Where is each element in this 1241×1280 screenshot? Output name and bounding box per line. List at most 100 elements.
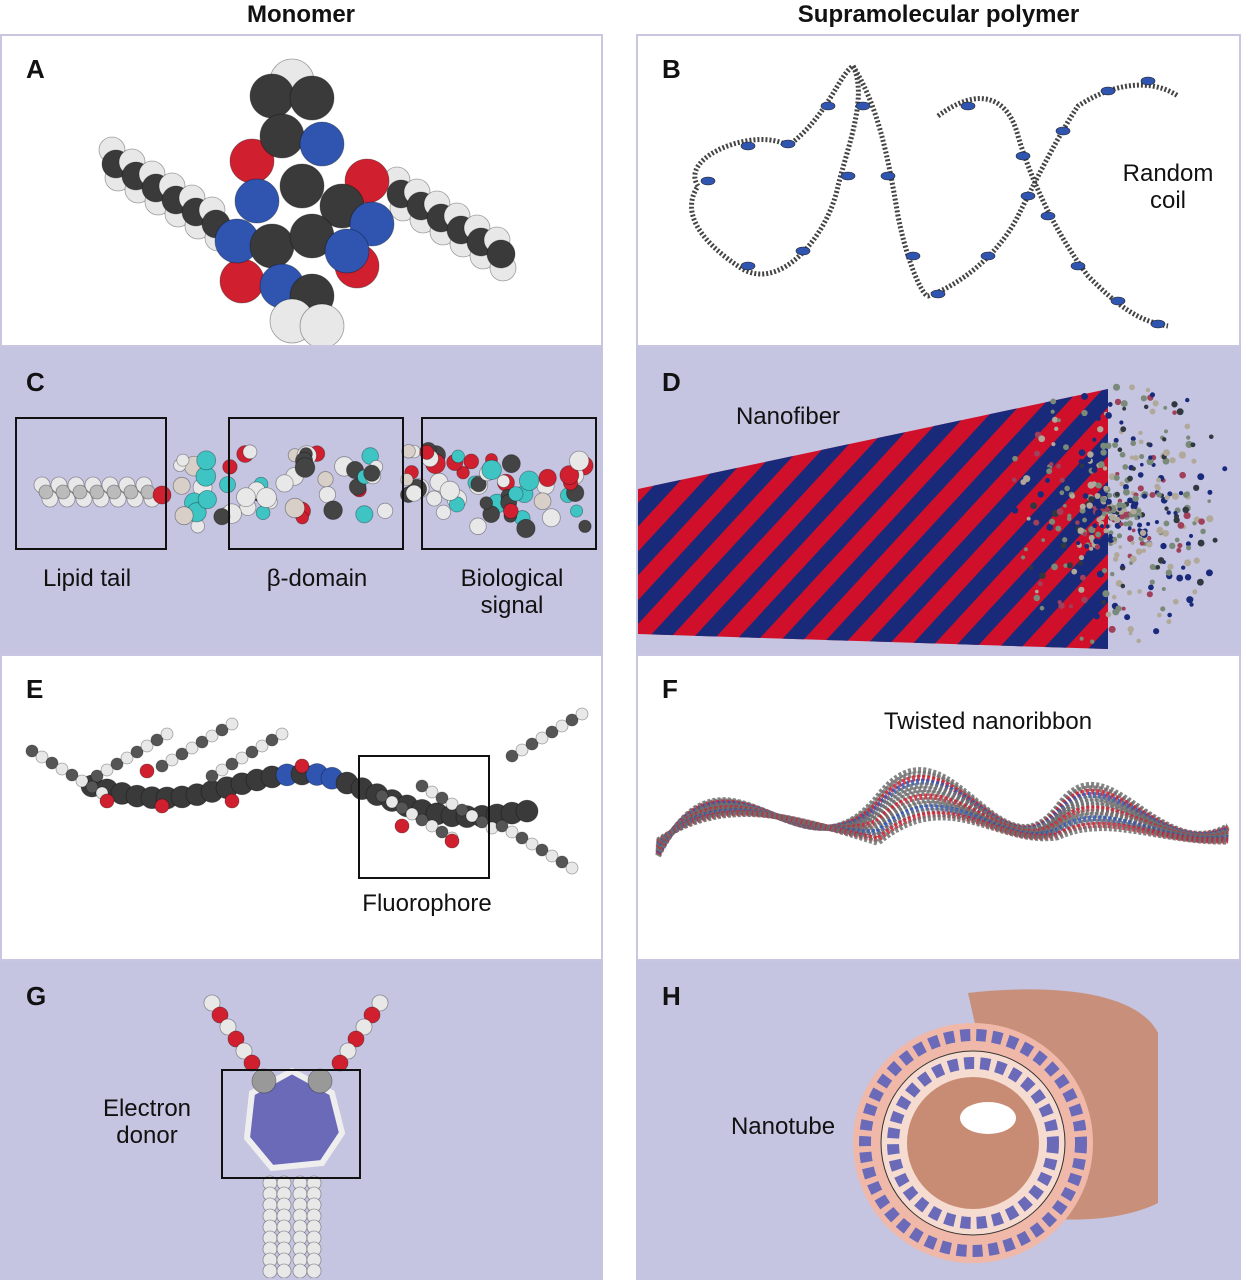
brush-atom [1101, 568, 1108, 574]
brush-atom [1136, 508, 1142, 514]
side-chain-atom [55, 762, 69, 776]
brush-atom [1051, 416, 1058, 423]
brush-atom [1092, 523, 1098, 529]
arm-atom [331, 1054, 349, 1072]
fiber-stripe [728, 389, 990, 649]
oxygen-atom [394, 818, 410, 834]
brush-atom [1176, 547, 1182, 553]
side-chain-atom [375, 789, 389, 803]
brush-atom [1121, 606, 1126, 611]
backbone-atom [515, 799, 539, 823]
peptide-atom [516, 518, 536, 539]
side-chain-atom [515, 831, 529, 845]
brush-atom [1184, 423, 1191, 430]
core-atom [249, 223, 295, 269]
brush-atom [1146, 591, 1153, 598]
nanotube-label: Nanotube [730, 1113, 836, 1140]
peptide-atom [451, 449, 465, 464]
electron-donor-box [221, 1069, 361, 1179]
arm-atom [347, 1030, 365, 1048]
brush-atom [1141, 548, 1147, 553]
ribbon-strand [656, 811, 1229, 847]
brush-atom [1114, 552, 1120, 558]
panel-a: A [0, 34, 603, 347]
arm-atom [371, 994, 389, 1012]
side-chain-atom [505, 749, 519, 763]
brush-atom [1123, 521, 1129, 527]
side-chain-atom [85, 780, 99, 794]
side-chain-atom [425, 785, 439, 799]
brush-atom [1146, 521, 1151, 526]
brush-atom [1087, 481, 1095, 489]
brush-atom [1082, 531, 1088, 537]
brush-atom [1160, 606, 1166, 612]
fluorophore-label: Fluorophore [362, 890, 492, 917]
brush-atom [1023, 475, 1031, 483]
brush-atom [1166, 510, 1171, 515]
brush-atom [1146, 442, 1151, 447]
brush-atom [1103, 485, 1109, 491]
brush-atom [1139, 529, 1147, 537]
side-chain-atom [555, 855, 569, 869]
brush-atom [1177, 543, 1183, 549]
brush-atom [1103, 528, 1109, 534]
side-chain-atom [565, 861, 579, 875]
monomer-unit [740, 261, 756, 271]
brush-atom [1056, 508, 1064, 516]
brush-atom [1126, 520, 1133, 527]
side-chain-atom [195, 735, 209, 749]
side-chain-atom [225, 757, 239, 771]
arm-atom [363, 1006, 381, 1024]
brush-atom [1107, 402, 1113, 407]
nanofiber-illustration [638, 383, 1228, 649]
carbon-atom [38, 484, 54, 500]
brush-atom [1030, 502, 1037, 510]
brush-atom [1131, 466, 1136, 471]
panel-h: H Nanotube [636, 961, 1241, 1280]
brush-atom [1131, 528, 1136, 533]
side-chain-atom [415, 813, 429, 827]
brush-atom [1058, 602, 1065, 609]
brush-atom [1127, 526, 1132, 531]
brush-atom [1095, 415, 1101, 421]
brush-atom [1039, 572, 1046, 580]
brush-atom [1108, 625, 1116, 633]
brush-atom [1090, 639, 1095, 644]
peptide-atom [294, 457, 316, 478]
oxygen-atom [139, 763, 155, 779]
brush-atom [1035, 589, 1039, 594]
tube-opening [960, 1102, 1016, 1134]
brush-atom [1163, 520, 1170, 527]
monomer-unit [1140, 76, 1156, 86]
brush-atom [1107, 492, 1113, 498]
brush-atom [1171, 492, 1179, 500]
panel-label-a: A [26, 54, 45, 84]
brush-atom [1101, 599, 1107, 605]
side-chain-atom [395, 801, 409, 815]
brush-atom [1123, 484, 1129, 490]
side-chain-atom [265, 733, 279, 747]
peptide-atom [323, 500, 343, 520]
random-coil-polymer [689, 62, 1180, 329]
side-chain-atom [545, 849, 559, 863]
side-chain-atom [445, 797, 459, 811]
tube-interior [907, 1077, 1039, 1209]
tail-atom [262, 1263, 278, 1278]
electron-donor-line2: donor [116, 1122, 178, 1149]
brush-atom [1129, 455, 1135, 460]
brush-atom [1088, 534, 1095, 541]
side-chain-atom [150, 733, 164, 747]
brush-atom [1173, 510, 1178, 516]
side-chain-atom [35, 750, 49, 764]
brush-atom [1109, 513, 1116, 521]
monomer-unit [840, 171, 856, 181]
side-chain-atom [65, 768, 79, 782]
peptide-atom [377, 502, 394, 519]
brush-atom [1185, 541, 1191, 547]
brush-atom [1127, 475, 1133, 482]
brush-atom [1115, 605, 1122, 612]
peptide-atom [236, 487, 256, 508]
brush-atom [1156, 526, 1164, 534]
brush-atom [1085, 456, 1092, 463]
brush-atom [1152, 400, 1159, 407]
